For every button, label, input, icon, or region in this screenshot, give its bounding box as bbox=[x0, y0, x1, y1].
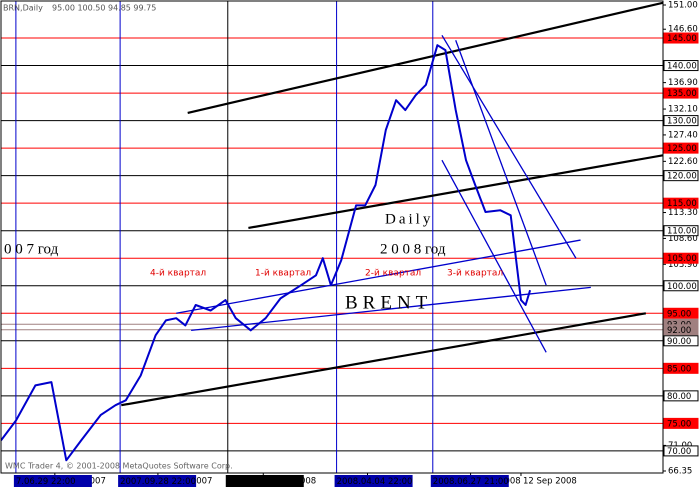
chart-title: BRN,Daily bbox=[3, 4, 43, 13]
level-box bbox=[663, 197, 699, 209]
level-label: 120.00 bbox=[667, 172, 697, 182]
annotation: BRENT bbox=[345, 292, 432, 313]
level-label: 125.00 bbox=[667, 144, 697, 154]
level-label: 75.00 bbox=[667, 419, 691, 429]
vline-label: 7.06.29 22:00 bbox=[16, 477, 76, 487]
y-tick-label: 113.30 bbox=[668, 208, 698, 218]
level-label: 85.00 bbox=[667, 364, 691, 374]
level-label: 135.00 bbox=[667, 89, 697, 99]
level-label: 130.00 bbox=[667, 117, 697, 127]
ohlc: 95.00 100.50 94.85 99.75 bbox=[52, 4, 156, 13]
y-tick-label: 151.00 bbox=[668, 1, 698, 11]
x-tick-label: 12 Sep 2008 bbox=[523, 477, 577, 487]
vline-label-box bbox=[118, 475, 197, 487]
vline-label-box bbox=[225, 475, 304, 487]
vline-label: 2008.06.27 21:00 bbox=[433, 477, 509, 487]
level-box bbox=[663, 87, 699, 99]
level-label: 145.00 bbox=[667, 34, 697, 44]
level-box bbox=[663, 225, 699, 237]
level-box bbox=[663, 115, 699, 127]
y-tick-label: 103.90 bbox=[668, 260, 698, 270]
trendline bbox=[455, 40, 547, 286]
level-label: 92.00 bbox=[667, 326, 691, 336]
level-box bbox=[663, 32, 699, 44]
vline-label-box bbox=[334, 475, 413, 487]
y-tick-label: 122.60 bbox=[668, 157, 698, 167]
level-box bbox=[663, 390, 699, 402]
y-tick-label: 132.10 bbox=[668, 105, 698, 115]
level-label: 100.00 bbox=[667, 282, 697, 292]
trendline bbox=[191, 286, 591, 331]
level-box bbox=[663, 445, 699, 457]
trendline bbox=[441, 34, 577, 259]
annotation: Daily bbox=[385, 211, 433, 227]
annotation: 2-й квартал bbox=[365, 269, 421, 279]
level-label: 110.00 bbox=[667, 227, 697, 237]
plot-area bbox=[1, 1, 663, 473]
y-tick-label: 146.60 bbox=[668, 25, 698, 35]
footer: WMC Trader 4, © 2001-2008 MetaQuotes Sof… bbox=[5, 462, 233, 471]
level-label: 70.00 bbox=[667, 447, 691, 457]
annotation: 4-й квартал bbox=[150, 269, 206, 279]
level-box bbox=[663, 60, 699, 72]
level-label: 95.00 bbox=[667, 309, 691, 319]
level-box bbox=[663, 142, 699, 154]
annotation: 1-й квартал bbox=[255, 269, 311, 279]
y-tick-label: 66.35 bbox=[668, 467, 692, 477]
trendline bbox=[121, 312, 647, 407]
level-box bbox=[663, 252, 699, 264]
level-label: 90.00 bbox=[667, 337, 691, 347]
vline-label: 2007.12.31 22:00 bbox=[228, 477, 304, 487]
overlay: BRN,Daily 95.00 100.50 94.85 99.75 Daily… bbox=[3, 4, 503, 471]
level-label: 105.00 bbox=[667, 254, 697, 264]
vline-label-box bbox=[430, 475, 509, 487]
annotation: 2 0 0 8 год bbox=[380, 241, 446, 257]
level-box bbox=[663, 417, 699, 429]
trendline bbox=[176, 239, 581, 314]
vline-label: 2008.04.04 22:00 bbox=[337, 477, 413, 487]
y-tick-label: 127.40 bbox=[668, 130, 698, 140]
level-label: 115.00 bbox=[667, 199, 697, 209]
level-box bbox=[663, 307, 699, 319]
trendline bbox=[441, 159, 547, 353]
y-tick-label: 136.90 bbox=[668, 78, 698, 88]
level-box bbox=[663, 335, 699, 347]
vline-label-box bbox=[13, 475, 92, 487]
frame bbox=[0, 0, 664, 474]
level-label: 140.00 bbox=[667, 62, 697, 72]
y-tick-label: 108.60 bbox=[668, 234, 698, 244]
level-label: 80.00 bbox=[667, 392, 691, 402]
level-box bbox=[663, 362, 699, 374]
price-line bbox=[1, 44, 532, 462]
trendline bbox=[248, 154, 663, 230]
trendline bbox=[187, 1, 663, 114]
annotation: 3-й квартал bbox=[447, 269, 503, 279]
level-box bbox=[663, 324, 699, 336]
level-box bbox=[663, 170, 699, 182]
level-box bbox=[663, 280, 699, 292]
annotation: 0 0 7 год bbox=[4, 241, 59, 257]
vline-label: 2007.09.28 22:00 bbox=[120, 477, 196, 487]
